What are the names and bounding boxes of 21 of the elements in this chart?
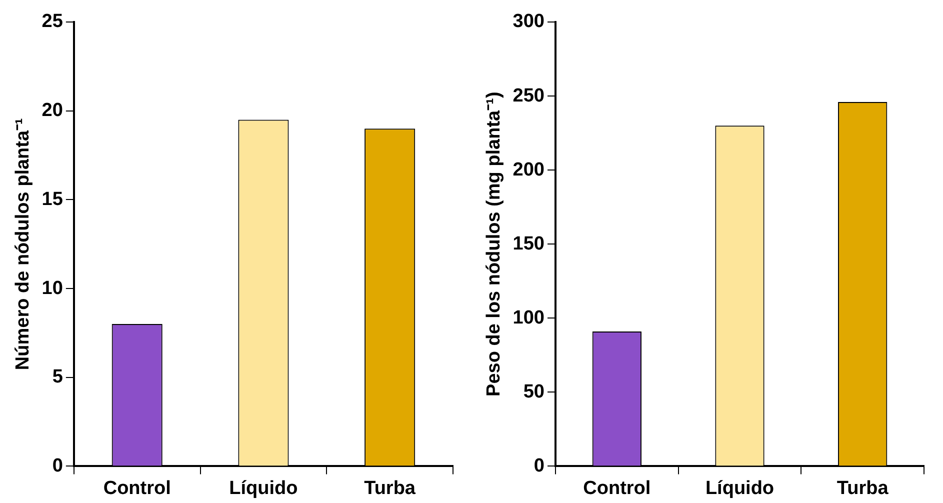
y-tick-label: 0 xyxy=(534,455,544,476)
y-axis-title: Número de nódulos planta⁻¹ xyxy=(12,118,34,370)
x-tick-label: Turba xyxy=(364,478,416,499)
y-tick-label: 150 xyxy=(512,233,544,254)
x-tick-label: Control xyxy=(103,478,171,499)
y-tick-label: 0 xyxy=(52,455,63,476)
y-tick-label: 250 xyxy=(512,85,544,106)
y-tick-label: 25 xyxy=(42,11,64,32)
x-tick-label: Turba xyxy=(836,478,889,499)
x-tick-label: Líquido xyxy=(705,478,774,499)
y-tick-label: 200 xyxy=(512,159,544,180)
y-tick-label: 15 xyxy=(42,188,64,210)
y-tick-label: 5 xyxy=(52,366,64,388)
y-axis-title: Peso de los nódulos (mg planta⁻¹) xyxy=(484,92,505,396)
y-tick-label: 20 xyxy=(42,100,63,122)
y-tick-label: 100 xyxy=(512,307,544,328)
y-tick-label: 10 xyxy=(42,278,63,299)
y-tick-label: 50 xyxy=(523,381,544,402)
x-tick-label: Control xyxy=(583,478,651,499)
x-tick-label: Líquido xyxy=(229,478,298,499)
y-tick-label: 300 xyxy=(512,11,544,32)
